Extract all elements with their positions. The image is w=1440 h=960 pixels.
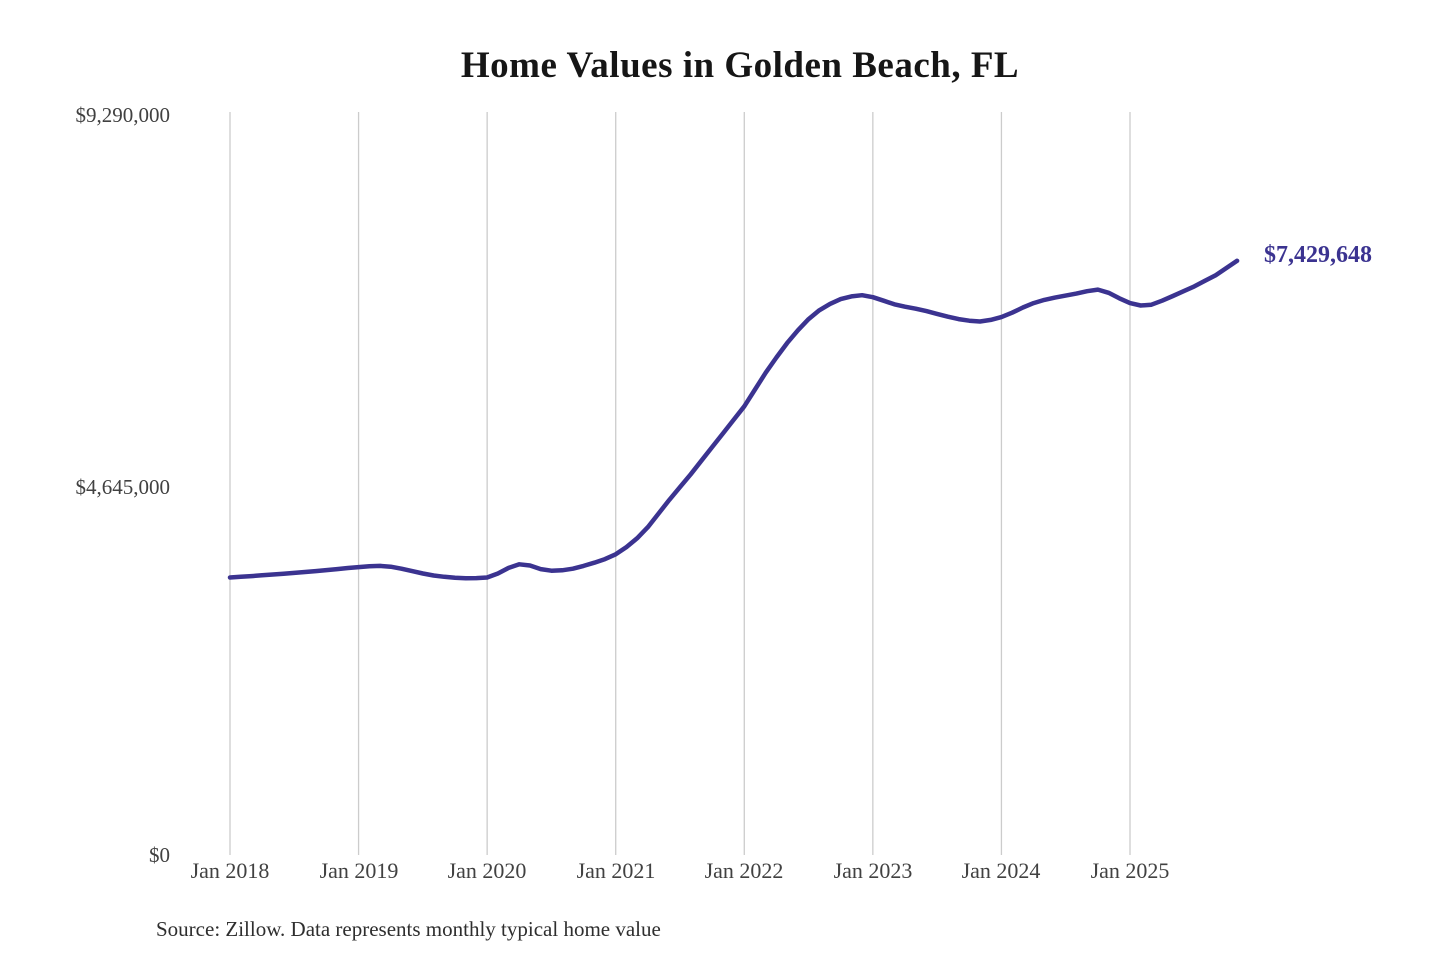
y-tick-label-zero: $0 [149,843,170,867]
x-tick-label-2018: Jan 2018 [190,858,270,883]
y-tick-label-max: $9,290,000 [75,103,171,127]
x-tick-label-2023: Jan 2023 [833,858,913,883]
chart-title: Home Values in Golden Beach, FL [460,45,1020,86]
x-tick-label-2020: Jan 2020 [447,858,527,883]
x-tick-label-2024: Jan 2024 [961,858,1041,883]
x-tick-label-2022: Jan 2022 [704,858,784,883]
source-note: Source: Zillow. Data represents monthly … [156,917,661,941]
x-tick-label-2025: Jan 2025 [1090,858,1170,883]
home-value-line [227,258,1240,581]
x-tick-label-2021: Jan 2021 [576,858,656,883]
final-value-label: $7,429,648 [1264,242,1372,268]
x-tick-label-2019: Jan 2019 [319,858,399,883]
y-tick-label-mid: $4,645,000 [75,475,171,499]
